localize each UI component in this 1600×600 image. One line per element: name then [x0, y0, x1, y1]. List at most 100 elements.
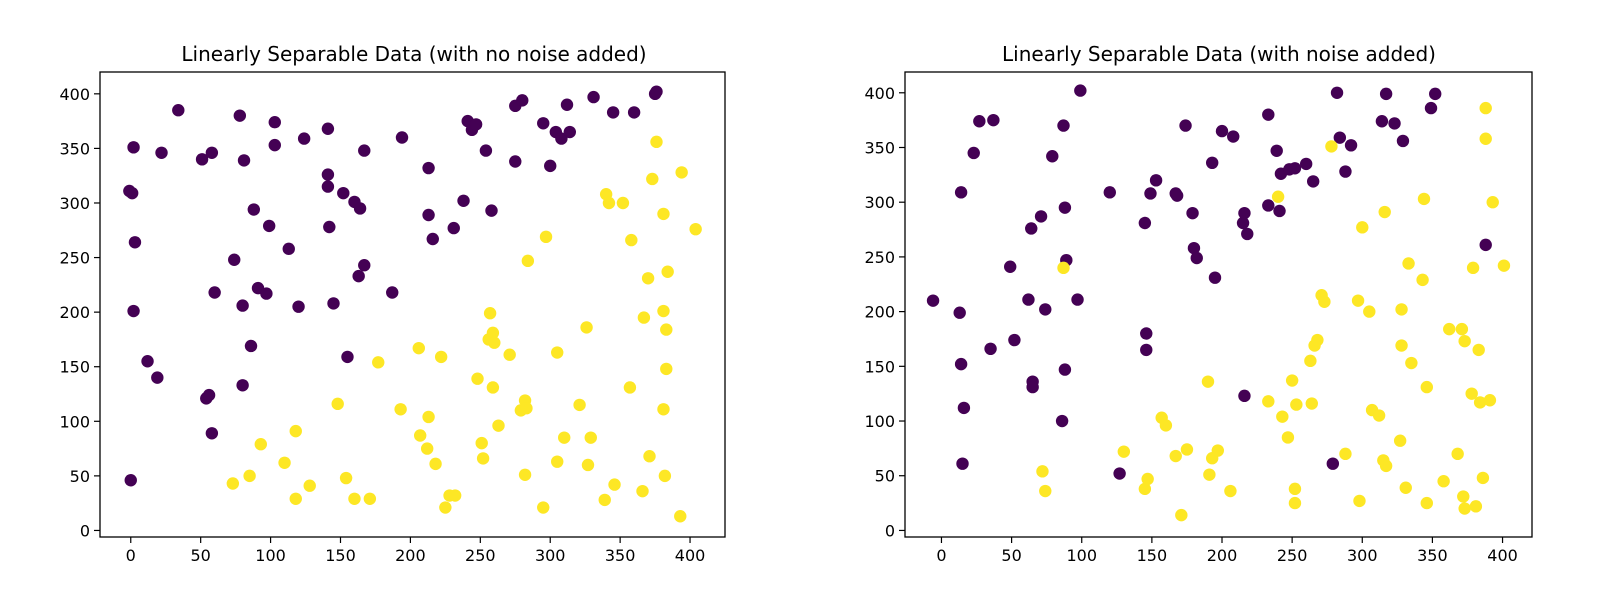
data-point-yellow [412, 341, 425, 355]
data-point-purple [627, 106, 641, 119]
data-point-yellow [1437, 475, 1450, 488]
x-tick-label: 350 [605, 546, 636, 565]
y-tick-label: 50 [875, 467, 895, 486]
data-point-yellow [1479, 132, 1492, 145]
data-point-purple [1026, 380, 1039, 394]
data-point-purple [297, 132, 311, 145]
data-point-yellow [1420, 380, 1434, 394]
data-point-purple [1424, 101, 1438, 115]
data-point-purple [984, 342, 997, 356]
data-point-yellow [439, 501, 452, 514]
x-tick-label: 150 [325, 546, 356, 565]
data-point-yellow [422, 410, 435, 424]
data-point-purple [957, 401, 971, 415]
data-point-yellow [243, 469, 256, 483]
data-point-purple [1190, 251, 1203, 265]
data-point-yellow [1405, 356, 1418, 370]
data-point-purple [1330, 86, 1344, 99]
y-tick-label: 0 [885, 521, 895, 540]
data-point-yellow [1466, 261, 1480, 275]
data-point-yellow [476, 452, 490, 465]
data-point-yellow [1473, 396, 1487, 409]
data-point-purple [353, 202, 367, 215]
data-point-yellow [475, 436, 488, 450]
data-point-yellow [1379, 459, 1393, 473]
data-point-purple [1273, 204, 1286, 218]
data-point-yellow [1443, 322, 1456, 336]
data-point-purple [244, 339, 258, 353]
y-tick-label: 150 [864, 357, 895, 376]
data-point-yellow [1285, 374, 1299, 387]
chart-title: Linearly Separable Data (with noise adde… [1002, 42, 1436, 66]
data-point-purple [537, 117, 550, 130]
plot-frame [904, 71, 1533, 538]
y-tick-label: 400 [59, 85, 90, 104]
data-point-yellow [661, 265, 674, 278]
data-point-purple [352, 269, 365, 283]
data-point-yellow [520, 402, 533, 415]
data-point-purple [208, 286, 221, 299]
data-point-purple [141, 355, 154, 368]
data-point-purple [268, 138, 281, 152]
y-tick-label: 200 [59, 303, 90, 322]
data-points [926, 84, 1511, 522]
data-point-purple [1215, 124, 1229, 138]
data-point-purple [151, 371, 164, 384]
data-point-yellow [1159, 419, 1173, 432]
data-point-yellow [1203, 468, 1216, 481]
data-point-purple [650, 85, 663, 98]
data-point-purple [1396, 134, 1410, 148]
data-point-purple [205, 146, 219, 159]
data-point-yellow [646, 172, 659, 186]
data-point-purple [1241, 227, 1254, 241]
data-point-yellow [1483, 394, 1497, 407]
data-point-purple [1479, 238, 1492, 252]
data-point-purple [124, 474, 137, 487]
data-point-yellow [1175, 508, 1188, 522]
data-point-purple [386, 286, 399, 299]
data-point-purple [321, 168, 335, 181]
data-point-yellow [581, 458, 595, 472]
data-point-purple [954, 186, 968, 199]
data-point-purple [268, 116, 281, 129]
data-point-yellow [1141, 472, 1154, 486]
x-tick-label: 100 [1066, 546, 1097, 565]
data-point-yellow [413, 429, 427, 442]
data-point-purple [447, 221, 460, 235]
data-point-yellow [521, 254, 535, 268]
data-point-yellow [598, 493, 611, 507]
data-point-purple [1379, 87, 1393, 101]
data-point-purple [237, 154, 251, 167]
data-point-purple [426, 232, 439, 246]
data-point-purple [327, 297, 340, 310]
data-point-yellow [1457, 490, 1470, 503]
data-point-yellow [1372, 409, 1386, 422]
data-point-yellow [1325, 140, 1338, 153]
x-tick-label: 0 [936, 546, 946, 565]
data-point-yellow [348, 492, 361, 505]
data-point-purple [1299, 157, 1313, 171]
data-point-yellow [558, 431, 571, 444]
y-tick-label: 100 [59, 412, 90, 431]
data-point-yellow [1497, 259, 1511, 272]
data-point-purple [247, 203, 260, 216]
data-point-yellow [1036, 465, 1049, 478]
data-point-yellow [254, 438, 267, 451]
data-point-purple [1046, 150, 1059, 163]
y-tick-label: 250 [864, 248, 895, 267]
data-point-purple [172, 104, 185, 117]
data-point-purple [606, 106, 620, 119]
data-point-purple [1429, 87, 1442, 101]
data-point-yellow [339, 471, 353, 485]
x-tick-label: 400 [1487, 546, 1518, 565]
data-point-purple [560, 98, 574, 111]
data-point-yellow [1476, 471, 1490, 485]
data-point-yellow [1458, 334, 1471, 348]
data-point-yellow [1271, 190, 1285, 203]
data-point-yellow [503, 348, 516, 361]
data-point-yellow [363, 492, 377, 505]
x-tick-label: 300 [535, 546, 566, 565]
data-point-yellow [1479, 101, 1492, 115]
data-point-yellow [1288, 482, 1302, 496]
data-point-yellow [1469, 500, 1483, 513]
